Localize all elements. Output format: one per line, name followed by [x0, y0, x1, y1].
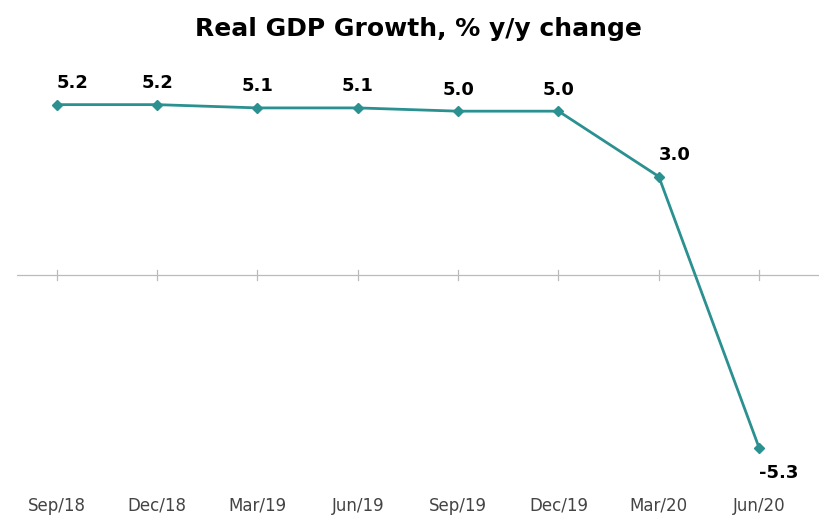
- Text: 5.0: 5.0: [543, 81, 574, 99]
- Text: 5.2: 5.2: [57, 74, 89, 92]
- Text: Jun/20: Jun/20: [733, 497, 786, 515]
- Text: 5.1: 5.1: [242, 78, 273, 96]
- Title: Real GDP Growth, % y/y change: Real GDP Growth, % y/y change: [195, 16, 641, 41]
- Text: Dec/19: Dec/19: [529, 497, 588, 515]
- Text: Sep/18: Sep/18: [28, 497, 86, 515]
- Text: Sep/19: Sep/19: [429, 497, 487, 515]
- Text: Mar/20: Mar/20: [630, 497, 688, 515]
- Text: 3.0: 3.0: [659, 146, 691, 164]
- Text: -5.3: -5.3: [759, 464, 798, 482]
- Text: 5.0: 5.0: [442, 81, 474, 99]
- Text: 5.1: 5.1: [342, 78, 374, 96]
- Text: 5.2: 5.2: [141, 74, 173, 92]
- Text: Dec/18: Dec/18: [128, 497, 186, 515]
- Text: Mar/19: Mar/19: [228, 497, 287, 515]
- Text: Jun/19: Jun/19: [332, 497, 384, 515]
